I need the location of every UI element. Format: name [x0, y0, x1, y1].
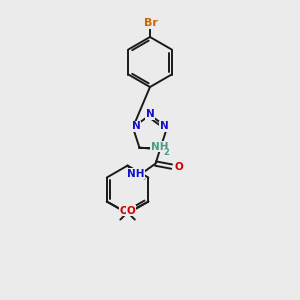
Text: NH: NH	[151, 142, 168, 152]
Text: N: N	[146, 109, 154, 119]
Text: O: O	[174, 162, 183, 172]
Text: O: O	[127, 206, 136, 216]
Text: O: O	[119, 206, 128, 216]
Text: N: N	[160, 122, 169, 131]
Text: 2: 2	[164, 148, 169, 157]
Text: NH: NH	[127, 169, 144, 178]
Text: N: N	[131, 122, 140, 131]
Text: Br: Br	[144, 18, 158, 28]
